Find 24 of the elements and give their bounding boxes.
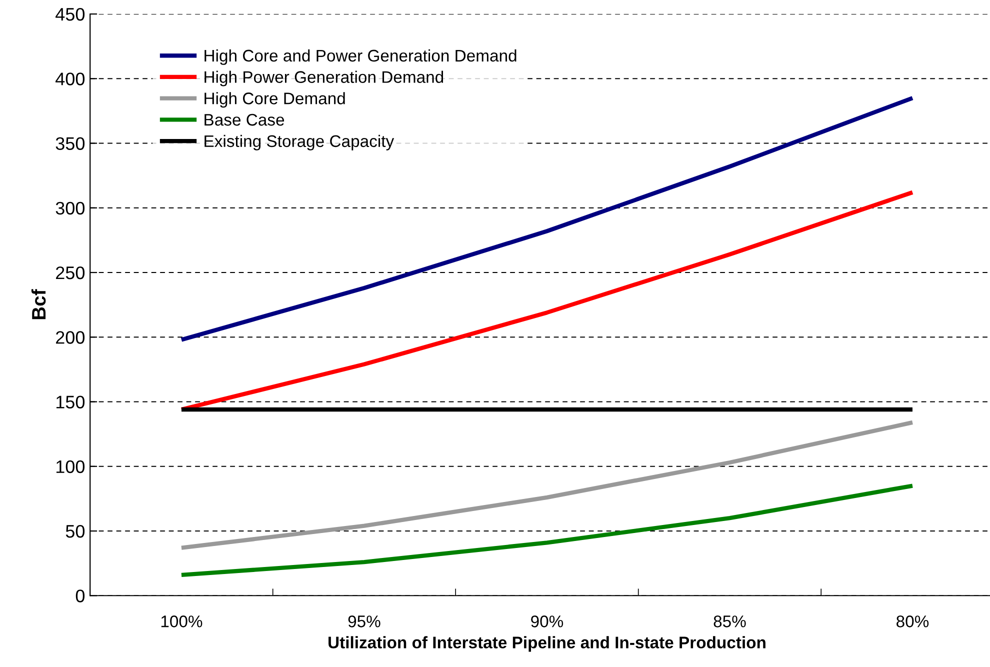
legend-label: Existing Storage Capacity <box>204 134 394 150</box>
x-tick-label: 90% <box>531 616 564 628</box>
y-tick-label: 250 <box>56 266 85 280</box>
y-tick-label: 50 <box>66 524 85 538</box>
legend-label: High Core and Power Generation Demand <box>204 49 516 65</box>
x-tick-label: 85% <box>714 616 746 628</box>
x-tick-label: 100% <box>161 616 202 628</box>
y-tick-label: 150 <box>56 396 85 408</box>
y-tick-label: 400 <box>56 72 85 86</box>
legend-label: Base Case <box>204 114 284 126</box>
y-tick-label: 300 <box>56 202 85 215</box>
y-tick-label: 100 <box>56 460 85 474</box>
x-tick-label: 80% <box>896 616 929 628</box>
x-axis-title: Utilization of Interstate Pipeline and In-state Production <box>328 636 766 652</box>
legend-label: High Power Generation Demand <box>204 70 444 86</box>
y-tick-label: 0 <box>76 590 85 602</box>
line-series <box>179 420 915 550</box>
y-tick-label: 450 <box>56 8 85 21</box>
y-tick-label: 200 <box>56 331 85 344</box>
y-tick-label: 350 <box>56 137 85 150</box>
x-tick-label: 95% <box>348 616 380 628</box>
y-axis-title: Bcf <box>31 289 46 320</box>
line-series <box>179 484 915 578</box>
legend-label: High Core Demand <box>204 92 345 108</box>
